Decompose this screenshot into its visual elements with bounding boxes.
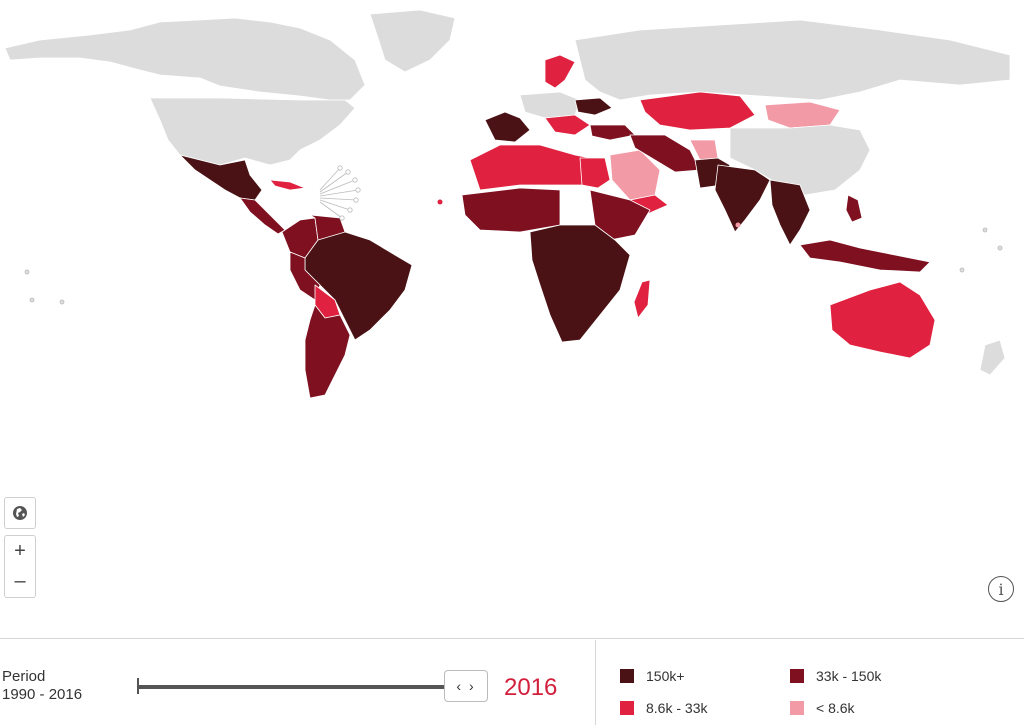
- country-russia[interactable]: [574, 19, 1011, 101]
- island-marker[interactable]: [24, 269, 30, 275]
- info-icon: i: [998, 579, 1004, 599]
- legend-label: 150k+: [646, 668, 685, 684]
- caribbean-leaders: [319, 165, 361, 221]
- country-turkey[interactable]: [589, 124, 636, 141]
- country-usa[interactable]: [149, 97, 356, 166]
- chevrons-icon: ‹ ›: [456, 678, 476, 694]
- country-mongolia[interactable]: [764, 101, 841, 129]
- period-range: 1990 - 2016: [2, 686, 83, 703]
- country-central-south-africa[interactable]: [529, 224, 631, 343]
- island-marker[interactable]: [982, 227, 988, 233]
- country-philippines[interactable]: [845, 194, 863, 223]
- legend-item: < 8.6k: [790, 700, 855, 716]
- country-kazakhstan[interactable]: [639, 91, 756, 131]
- country-central-europe[interactable]: [519, 91, 581, 119]
- country-egypt[interactable]: [579, 157, 611, 189]
- zoom-out-button[interactable]: –: [4, 566, 36, 598]
- legend-swatch: [790, 669, 804, 683]
- island-marker[interactable]: [735, 222, 741, 228]
- legend-label: 33k - 150k: [816, 668, 882, 684]
- period-title: Period: [2, 668, 46, 685]
- country-china[interactable]: [729, 124, 871, 196]
- legend-item: 33k - 150k: [790, 668, 881, 684]
- year-slider-track[interactable]: [138, 685, 448, 689]
- country-canada[interactable]: [4, 17, 366, 101]
- country-australia[interactable]: [829, 281, 936, 359]
- period-label: Period 1990 - 2016: [2, 668, 82, 704]
- year-slider-handle[interactable]: ‹ ›: [444, 670, 488, 702]
- island-marker[interactable]: [29, 297, 35, 303]
- legend-swatch: [620, 669, 634, 683]
- country-argentina-chile[interactable]: [304, 304, 351, 399]
- island-marker[interactable]: [997, 245, 1003, 251]
- country-western-europe[interactable]: [484, 111, 531, 143]
- legend-swatch: [620, 701, 634, 715]
- globe-button[interactable]: [4, 497, 36, 529]
- island-marker[interactable]: [959, 267, 965, 273]
- country-scandinavia[interactable]: [544, 54, 576, 89]
- legend-label: 8.6k - 33k: [646, 700, 708, 716]
- zoom-in-button[interactable]: +: [4, 535, 36, 567]
- country-iran-iraq[interactable]: [629, 134, 701, 173]
- country-central-america[interactable]: [239, 197, 286, 235]
- country-new-zealand[interactable]: [979, 339, 1006, 376]
- country-cuba[interactable]: [269, 179, 306, 191]
- timeline-bar: [0, 638, 1024, 726]
- country-west-africa[interactable]: [461, 187, 561, 233]
- country-balkans[interactable]: [544, 114, 591, 136]
- country-india[interactable]: [714, 164, 771, 233]
- legend-item: 8.6k - 33k: [620, 700, 707, 716]
- legend-item: 150k+: [620, 668, 685, 684]
- island-marker[interactable]: [437, 199, 443, 205]
- country-ukraine[interactable]: [574, 97, 613, 116]
- country-afghanistan[interactable]: [689, 139, 719, 161]
- globe-icon: [13, 506, 27, 520]
- country-madagascar[interactable]: [633, 279, 651, 319]
- legend-swatch: [790, 701, 804, 715]
- legend-divider: [595, 640, 596, 725]
- country-southeast-asia[interactable]: [769, 179, 811, 246]
- island-marker[interactable]: [59, 299, 65, 305]
- legend-label: < 8.6k: [816, 700, 855, 716]
- selected-year: 2016: [504, 674, 558, 701]
- world-map[interactable]: [0, 0, 1024, 470]
- country-greenland[interactable]: [369, 9, 456, 73]
- country-mexico[interactable]: [179, 154, 263, 201]
- info-button[interactable]: i: [988, 576, 1014, 602]
- country-indonesia[interactable]: [799, 239, 931, 273]
